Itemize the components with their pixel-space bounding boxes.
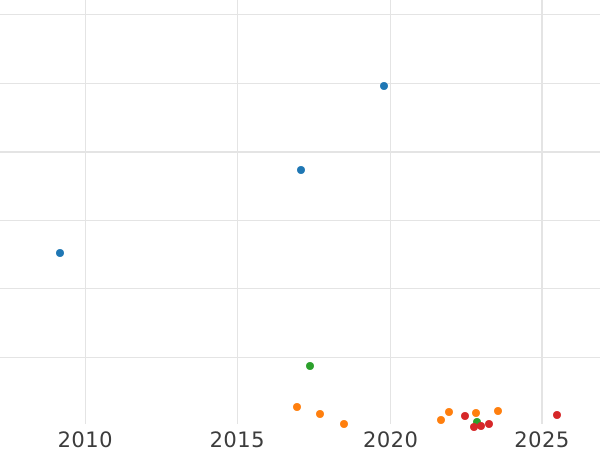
horizontal-gridline — [0, 151, 600, 153]
horizontal-gridline — [0, 220, 600, 222]
vertical-gridline — [541, 0, 543, 424]
data-point-red — [485, 420, 493, 428]
horizontal-gridline — [0, 288, 600, 290]
vertical-gridline — [84, 0, 86, 424]
horizontal-gridline — [0, 14, 600, 16]
data-point-blue — [296, 166, 305, 174]
data-point-orange — [315, 410, 324, 418]
data-point-orange — [293, 402, 301, 411]
x-tick-label: 2020 — [362, 428, 419, 450]
data-point-orange — [445, 408, 454, 417]
data-point-blue — [56, 249, 64, 257]
x-tick-label: 2010 — [57, 428, 114, 450]
data-point-red — [553, 410, 561, 419]
x-tick-label: 2015 — [209, 428, 266, 450]
data-point-orange — [494, 407, 503, 415]
data-point-green — [305, 362, 314, 371]
x-tick-label: 2025 — [514, 428, 570, 450]
data-point-orange — [437, 415, 446, 424]
data-point-red — [461, 411, 469, 420]
horizontal-gridline — [0, 356, 600, 358]
horizontal-gridline — [0, 82, 600, 84]
vertical-gridline — [390, 0, 392, 424]
data-point-orange — [340, 419, 348, 428]
data-point-red — [476, 422, 485, 430]
data-point-green — [473, 417, 481, 426]
data-point-blue — [380, 81, 388, 90]
vertical-gridline — [236, 0, 238, 424]
data-point-red — [470, 422, 478, 431]
data-point-orange — [471, 408, 480, 417]
